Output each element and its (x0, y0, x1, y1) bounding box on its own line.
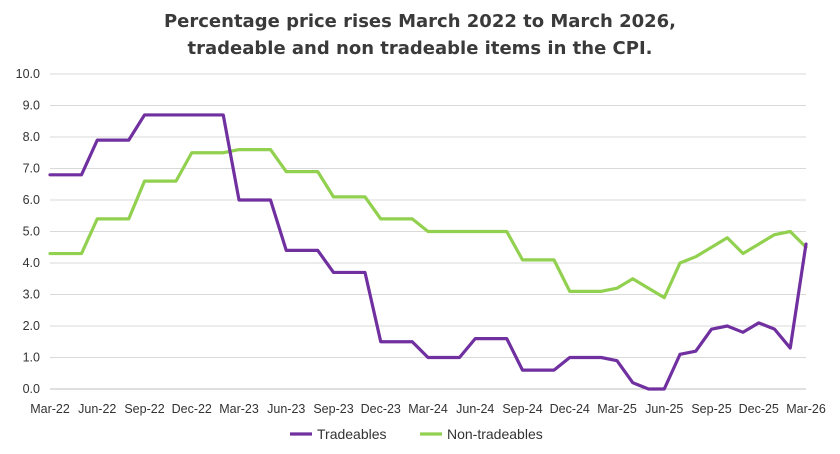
x-axis: Mar-22 Jun-22 Sep-22 Dec-22 Mar-23 Jun-23 Sep-… (30, 402, 826, 416)
chart-title-line-1: Percentage price rises March 2022 to Mar… (163, 11, 676, 32)
x-tick-label: Dec-24 (550, 402, 590, 416)
legend-label-non-tradeables: Non-tradeables (447, 426, 543, 442)
series-line-tradeables (48, 113, 808, 391)
legend-label-tradeables: Tradeables (317, 426, 387, 442)
x-tick-label: Sep-22 (124, 402, 164, 416)
legend: Tradeables Non-tradeables (290, 426, 543, 442)
y-tick-label: 5.0 (23, 225, 40, 239)
y-tick-label: 2.0 (23, 319, 40, 333)
x-tick-label: Mar-24 (408, 402, 448, 416)
series-lines (48, 113, 808, 391)
x-tick-label: Mar-23 (219, 402, 259, 416)
chart-title: Percentage price rises March 2022 to Mar… (0, 8, 840, 62)
y-tick-label: 1.0 (23, 351, 40, 365)
x-tick-label: Jun-23 (267, 402, 305, 416)
y-tick-label: 4.0 (23, 256, 40, 270)
x-tick-label: Dec-23 (361, 402, 401, 416)
y-tick-label: 6.0 (23, 193, 40, 207)
x-tick-label: Mar-22 (30, 402, 70, 416)
chart-title-line-2: tradeable and non tradeable items in the… (187, 38, 653, 59)
x-tick-label: Jun-25 (645, 402, 683, 416)
x-tick-label: Sep-25 (691, 402, 731, 416)
x-tick-label: Dec-25 (739, 402, 779, 416)
y-tick-label: 10.0 (16, 67, 40, 81)
x-tick-label: Mar-26 (786, 402, 826, 416)
x-tick-label: Sep-24 (502, 402, 542, 416)
x-tick-label: Sep-23 (313, 402, 353, 416)
y-tick-label: 3.0 (23, 288, 40, 302)
y-tick-label: 8.0 (23, 130, 40, 144)
y-tick-label: 0.0 (23, 382, 40, 396)
y-tick-label: 7.0 (23, 162, 40, 176)
x-tick-label: Jun-24 (456, 402, 494, 416)
x-tick-label: Jun-22 (78, 402, 116, 416)
x-tick-label: Dec-22 (172, 402, 212, 416)
series-line-non-tradeables (48, 148, 808, 300)
x-tick-label: Mar-25 (597, 402, 637, 416)
y-axis: 0.0 1.0 2.0 3.0 4.0 5.0 6.0 7.0 8.0 9.0 10.0 (16, 67, 40, 396)
y-tick-label: 9.0 (23, 99, 40, 113)
